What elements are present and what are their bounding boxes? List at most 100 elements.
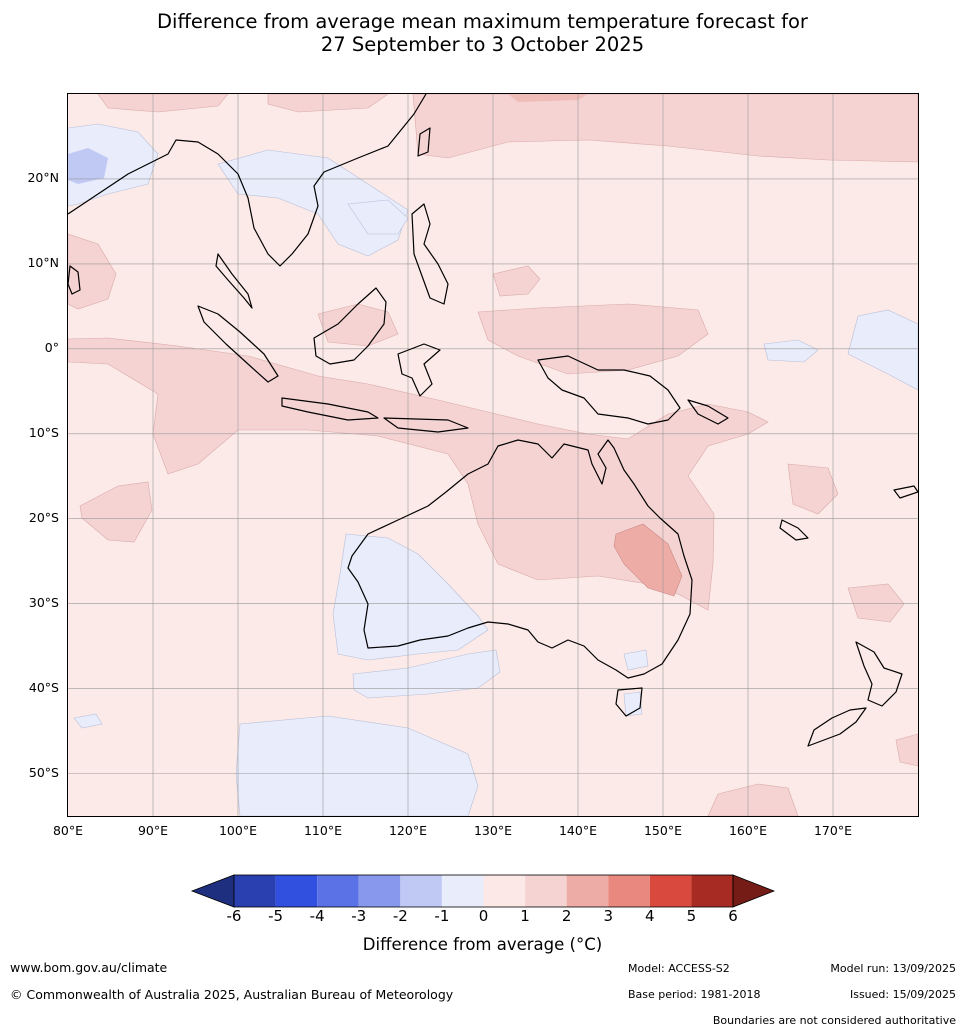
colorbar-bin-2 bbox=[275, 875, 318, 907]
colorbar-bin-3 bbox=[317, 875, 359, 907]
lon-label-130e: 130°E bbox=[473, 823, 512, 838]
anomaly-patch-south-china-sea-cool bbox=[347, 199, 409, 235]
colorbar-tick: 3 bbox=[603, 907, 614, 925]
coastline-sulawesi bbox=[397, 343, 441, 397]
coastline-new-caledonia bbox=[779, 519, 809, 541]
lon-label-150e: 150°E bbox=[643, 823, 682, 838]
anomaly-patch-queensland-hotspot bbox=[613, 523, 683, 597]
anomaly-patch-western-australia-cool bbox=[332, 533, 489, 661]
anomaly-patch-tasman-sea bbox=[847, 583, 905, 623]
footer-copyright: © Commonwealth of Australia 2025, Austra… bbox=[10, 987, 454, 1002]
footer-website: www.bom.gov.au/climate bbox=[10, 960, 168, 975]
colorbar-extend-high bbox=[732, 874, 776, 908]
coastline-tasmania bbox=[615, 687, 643, 717]
colorbar-frame bbox=[233, 874, 734, 908]
footer-model-run: Model run: 13/09/2025 bbox=[830, 962, 956, 975]
coastline-malay-peninsula bbox=[215, 253, 253, 309]
anomaly-patch-southern-ocean-cool bbox=[235, 715, 479, 816]
colorbar-tick: 0 bbox=[478, 907, 489, 925]
anomaly-1-2-regions bbox=[68, 94, 918, 816]
coastline-new-zealand-north bbox=[855, 641, 903, 707]
colorbar-tick: 5 bbox=[686, 907, 697, 925]
colorbar-label: Difference from average (°C) bbox=[362, 935, 603, 954]
coastline-taiwan bbox=[417, 127, 431, 157]
coastlines bbox=[68, 94, 918, 747]
colorbar-tick: 6 bbox=[728, 907, 738, 925]
anomaly-patch-equatorial-pacific bbox=[477, 303, 709, 375]
anomaly-patch-indochina-cool bbox=[217, 149, 409, 257]
anomaly-patch-west-pacific bbox=[412, 94, 918, 163]
lon-label-170e: 170°E bbox=[813, 823, 852, 838]
colorbar-bin-4 bbox=[358, 875, 401, 907]
colorbar-extend-low bbox=[190, 874, 235, 908]
anomaly-patch-north-west bbox=[97, 94, 229, 113]
colorbar-bin-10 bbox=[608, 875, 650, 907]
anomaly-patch-far-south-west-cool bbox=[73, 713, 103, 729]
lat-label-30s: 30°S bbox=[28, 595, 59, 610]
anomaly-patch-philippine-sea bbox=[492, 265, 541, 297]
graticule bbox=[68, 94, 918, 816]
lat-label-0: 0° bbox=[44, 340, 59, 355]
colorbar-tick: -5 bbox=[268, 907, 284, 925]
colorbar-tick: -2 bbox=[392, 907, 408, 925]
anomaly-patch-southern-ocean bbox=[707, 783, 799, 816]
colorbar-bin-1 bbox=[234, 875, 276, 907]
footer-base-period: Base period: 1981-2018 bbox=[628, 988, 761, 1001]
anomaly-patch-india-cooler bbox=[68, 148, 108, 184]
colorbar-tick: -1 bbox=[434, 907, 450, 925]
coastline-sri-lanka bbox=[68, 265, 81, 295]
colorbar-tick: 4 bbox=[645, 907, 655, 925]
coastline-lesser-sunda bbox=[383, 417, 469, 433]
lon-label-140e: 140°E bbox=[558, 823, 597, 838]
colorbar-bin-7 bbox=[483, 875, 526, 907]
lon-label-110e: 110°E bbox=[303, 823, 342, 838]
lon-label-90e: 90°E bbox=[137, 823, 169, 838]
colorbar-bin-5 bbox=[400, 875, 442, 907]
anomaly-patch-new-caledonia bbox=[787, 463, 839, 515]
coastline-fiji bbox=[893, 485, 918, 499]
anomaly-patch-east-pacific-cool bbox=[847, 309, 918, 391]
anomaly-patch-north-edge-warm bbox=[508, 94, 588, 102]
colorbar-swatches bbox=[190, 874, 776, 908]
lon-label-160e: 160°E bbox=[728, 823, 767, 838]
coastline-new-zealand-south bbox=[807, 707, 867, 747]
colorbar bbox=[190, 873, 776, 909]
anomaly-patch-north bbox=[267, 94, 389, 113]
coastline-philippines bbox=[411, 203, 449, 305]
footer-issued: Issued: 15/09/2025 bbox=[849, 988, 956, 1001]
coastline-sumatra bbox=[197, 305, 279, 383]
anomaly-patch-indian-ocean-australia bbox=[68, 337, 769, 611]
anomaly-patch-victoria-cool bbox=[623, 649, 649, 671]
coastline-asia bbox=[68, 94, 427, 267]
anomaly-patch-india-cool bbox=[68, 123, 159, 207]
coastline-new-guinea bbox=[537, 355, 681, 425]
coastline-solomon-islands bbox=[687, 399, 729, 425]
lat-label-10s: 10°S bbox=[28, 425, 59, 440]
lat-label-20s: 20°S bbox=[28, 510, 59, 525]
map-canvas bbox=[68, 94, 918, 816]
map-title: Difference from average mean maximum tem… bbox=[0, 10, 965, 56]
colorbar-bin-8 bbox=[525, 875, 567, 907]
colorbar-bin-9 bbox=[566, 875, 609, 907]
coastline-australia bbox=[347, 439, 693, 679]
lat-label-50s: 50°S bbox=[28, 765, 59, 780]
title-line-1: Difference from average mean maximum tem… bbox=[157, 10, 808, 33]
anomaly-patch-central-pacific-cool bbox=[763, 339, 819, 363]
colorbar-bin-12 bbox=[691, 875, 733, 907]
anomaly-patch-east-edge bbox=[895, 733, 918, 767]
colorbar-bin-11 bbox=[649, 875, 692, 907]
lon-label-80e: 80°E bbox=[52, 823, 84, 838]
footer-model: Model: ACCESS-S2 bbox=[628, 962, 730, 975]
colorbar-tick: 1 bbox=[520, 907, 530, 925]
colorbar-tick: -3 bbox=[351, 907, 367, 925]
footer-disclaimer: Boundaries are not considered authoritat… bbox=[712, 1014, 956, 1027]
lat-label-10n: 10°N bbox=[27, 255, 59, 270]
lat-label-20n: 20°N bbox=[27, 170, 59, 185]
anomaly-minus1-0-regions bbox=[68, 123, 918, 816]
title-line-2: 27 September to 3 October 2025 bbox=[320, 33, 645, 56]
colorbar-tick: -6 bbox=[226, 907, 242, 925]
colorbar-bin-6 bbox=[441, 875, 484, 907]
coastline-java bbox=[281, 397, 379, 421]
colorbar-tick: 2 bbox=[561, 907, 572, 925]
colorbar-tick: -4 bbox=[309, 907, 325, 925]
